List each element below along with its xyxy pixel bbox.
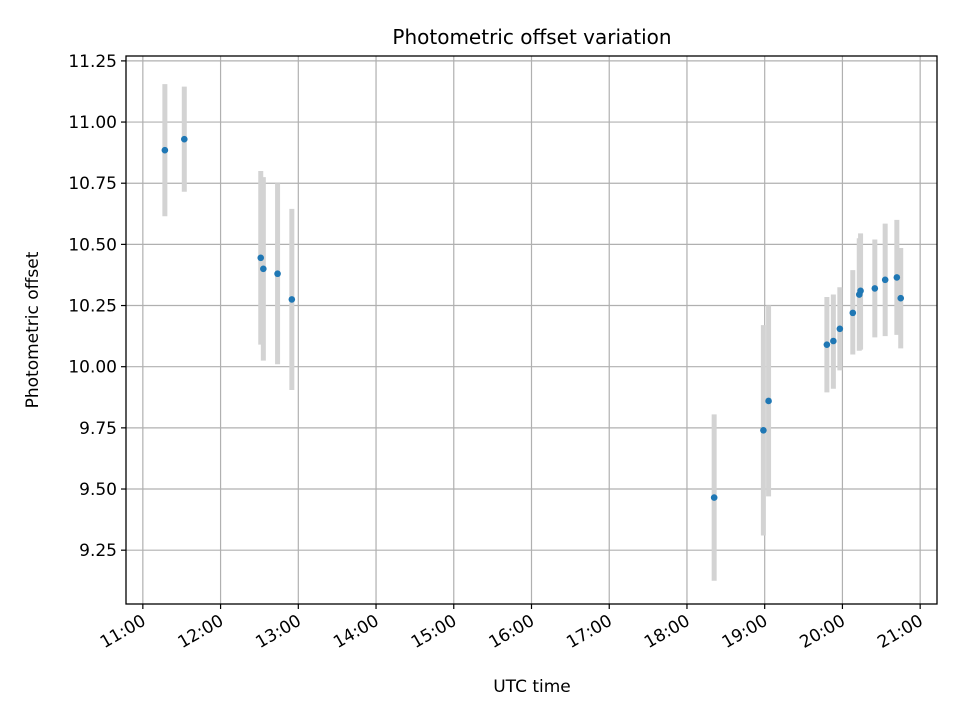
data-point [257, 254, 265, 262]
data-point [897, 294, 905, 302]
y-tick-label: 10.25 [68, 297, 117, 317]
data-point [180, 135, 188, 143]
y-axis-ticks: 9.25 9.50 9.75 10.00 10.25 10.50 10.75 11.00 11.… [68, 52, 126, 561]
y-tick-label: 10.50 [68, 235, 117, 255]
data-point [836, 325, 844, 333]
data-point [274, 270, 281, 278]
data-point [871, 285, 879, 292]
data-point [893, 274, 901, 281]
data-point [710, 494, 718, 501]
data-point [830, 337, 837, 345]
data-point [760, 427, 767, 434]
y-tick-label: 10.00 [68, 358, 117, 378]
data-point [823, 341, 831, 348]
data-point [857, 287, 864, 295]
y-tick-label: 11.25 [68, 52, 117, 72]
data-points [161, 135, 905, 501]
chart-title: Photometric offset variation [392, 25, 671, 49]
grid-lines [126, 56, 937, 604]
y-axis-label: Photometric offset [23, 251, 43, 408]
x-axis-label: UTC time [493, 677, 571, 697]
y-tick-label: 9.75 [79, 419, 117, 439]
y-tick-label: 9.50 [79, 480, 117, 500]
y-tick-label: 10.75 [68, 174, 117, 194]
y-tick-label: 9.25 [79, 541, 117, 561]
y-tick-label: 11.00 [68, 113, 117, 133]
data-point [881, 276, 889, 284]
data-point [260, 265, 267, 273]
data-point [288, 296, 296, 303]
data-point [849, 309, 857, 317]
data-point [765, 397, 772, 405]
data-point [161, 146, 169, 154]
